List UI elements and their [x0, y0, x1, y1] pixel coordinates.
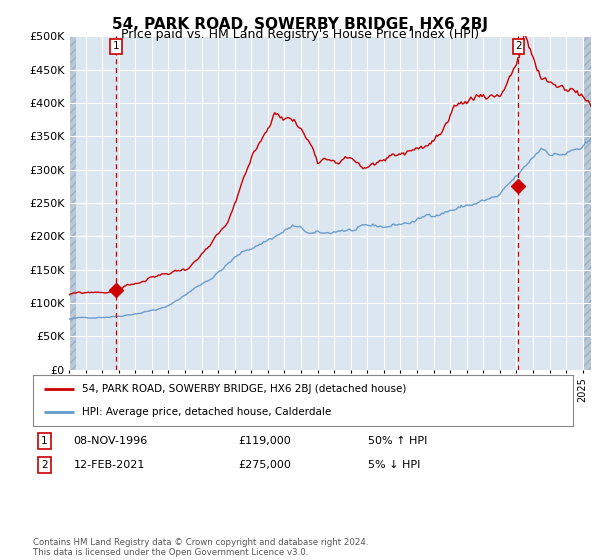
Text: 54, PARK ROAD, SOWERBY BRIDGE, HX6 2BJ: 54, PARK ROAD, SOWERBY BRIDGE, HX6 2BJ	[112, 17, 488, 32]
Text: 1: 1	[113, 41, 120, 52]
Text: 2: 2	[41, 460, 48, 470]
Text: 54, PARK ROAD, SOWERBY BRIDGE, HX6 2BJ (detached house): 54, PARK ROAD, SOWERBY BRIDGE, HX6 2BJ (…	[82, 384, 406, 394]
Bar	[583, 36, 591, 370]
Text: Price paid vs. HM Land Registry's House Price Index (HPI): Price paid vs. HM Land Registry's House …	[121, 28, 479, 41]
Text: 1: 1	[41, 436, 48, 446]
Bar	[69, 36, 76, 370]
Text: £119,000: £119,000	[238, 436, 291, 446]
Text: 5% ↓ HPI: 5% ↓ HPI	[368, 460, 420, 470]
Text: 12-FEB-2021: 12-FEB-2021	[74, 460, 145, 470]
Text: 50% ↑ HPI: 50% ↑ HPI	[368, 436, 427, 446]
Text: 08-NOV-1996: 08-NOV-1996	[74, 436, 148, 446]
Text: £275,000: £275,000	[238, 460, 291, 470]
Text: 2: 2	[515, 41, 522, 52]
Text: HPI: Average price, detached house, Calderdale: HPI: Average price, detached house, Cald…	[82, 407, 331, 417]
Text: Contains HM Land Registry data © Crown copyright and database right 2024.
This d: Contains HM Land Registry data © Crown c…	[33, 538, 368, 557]
